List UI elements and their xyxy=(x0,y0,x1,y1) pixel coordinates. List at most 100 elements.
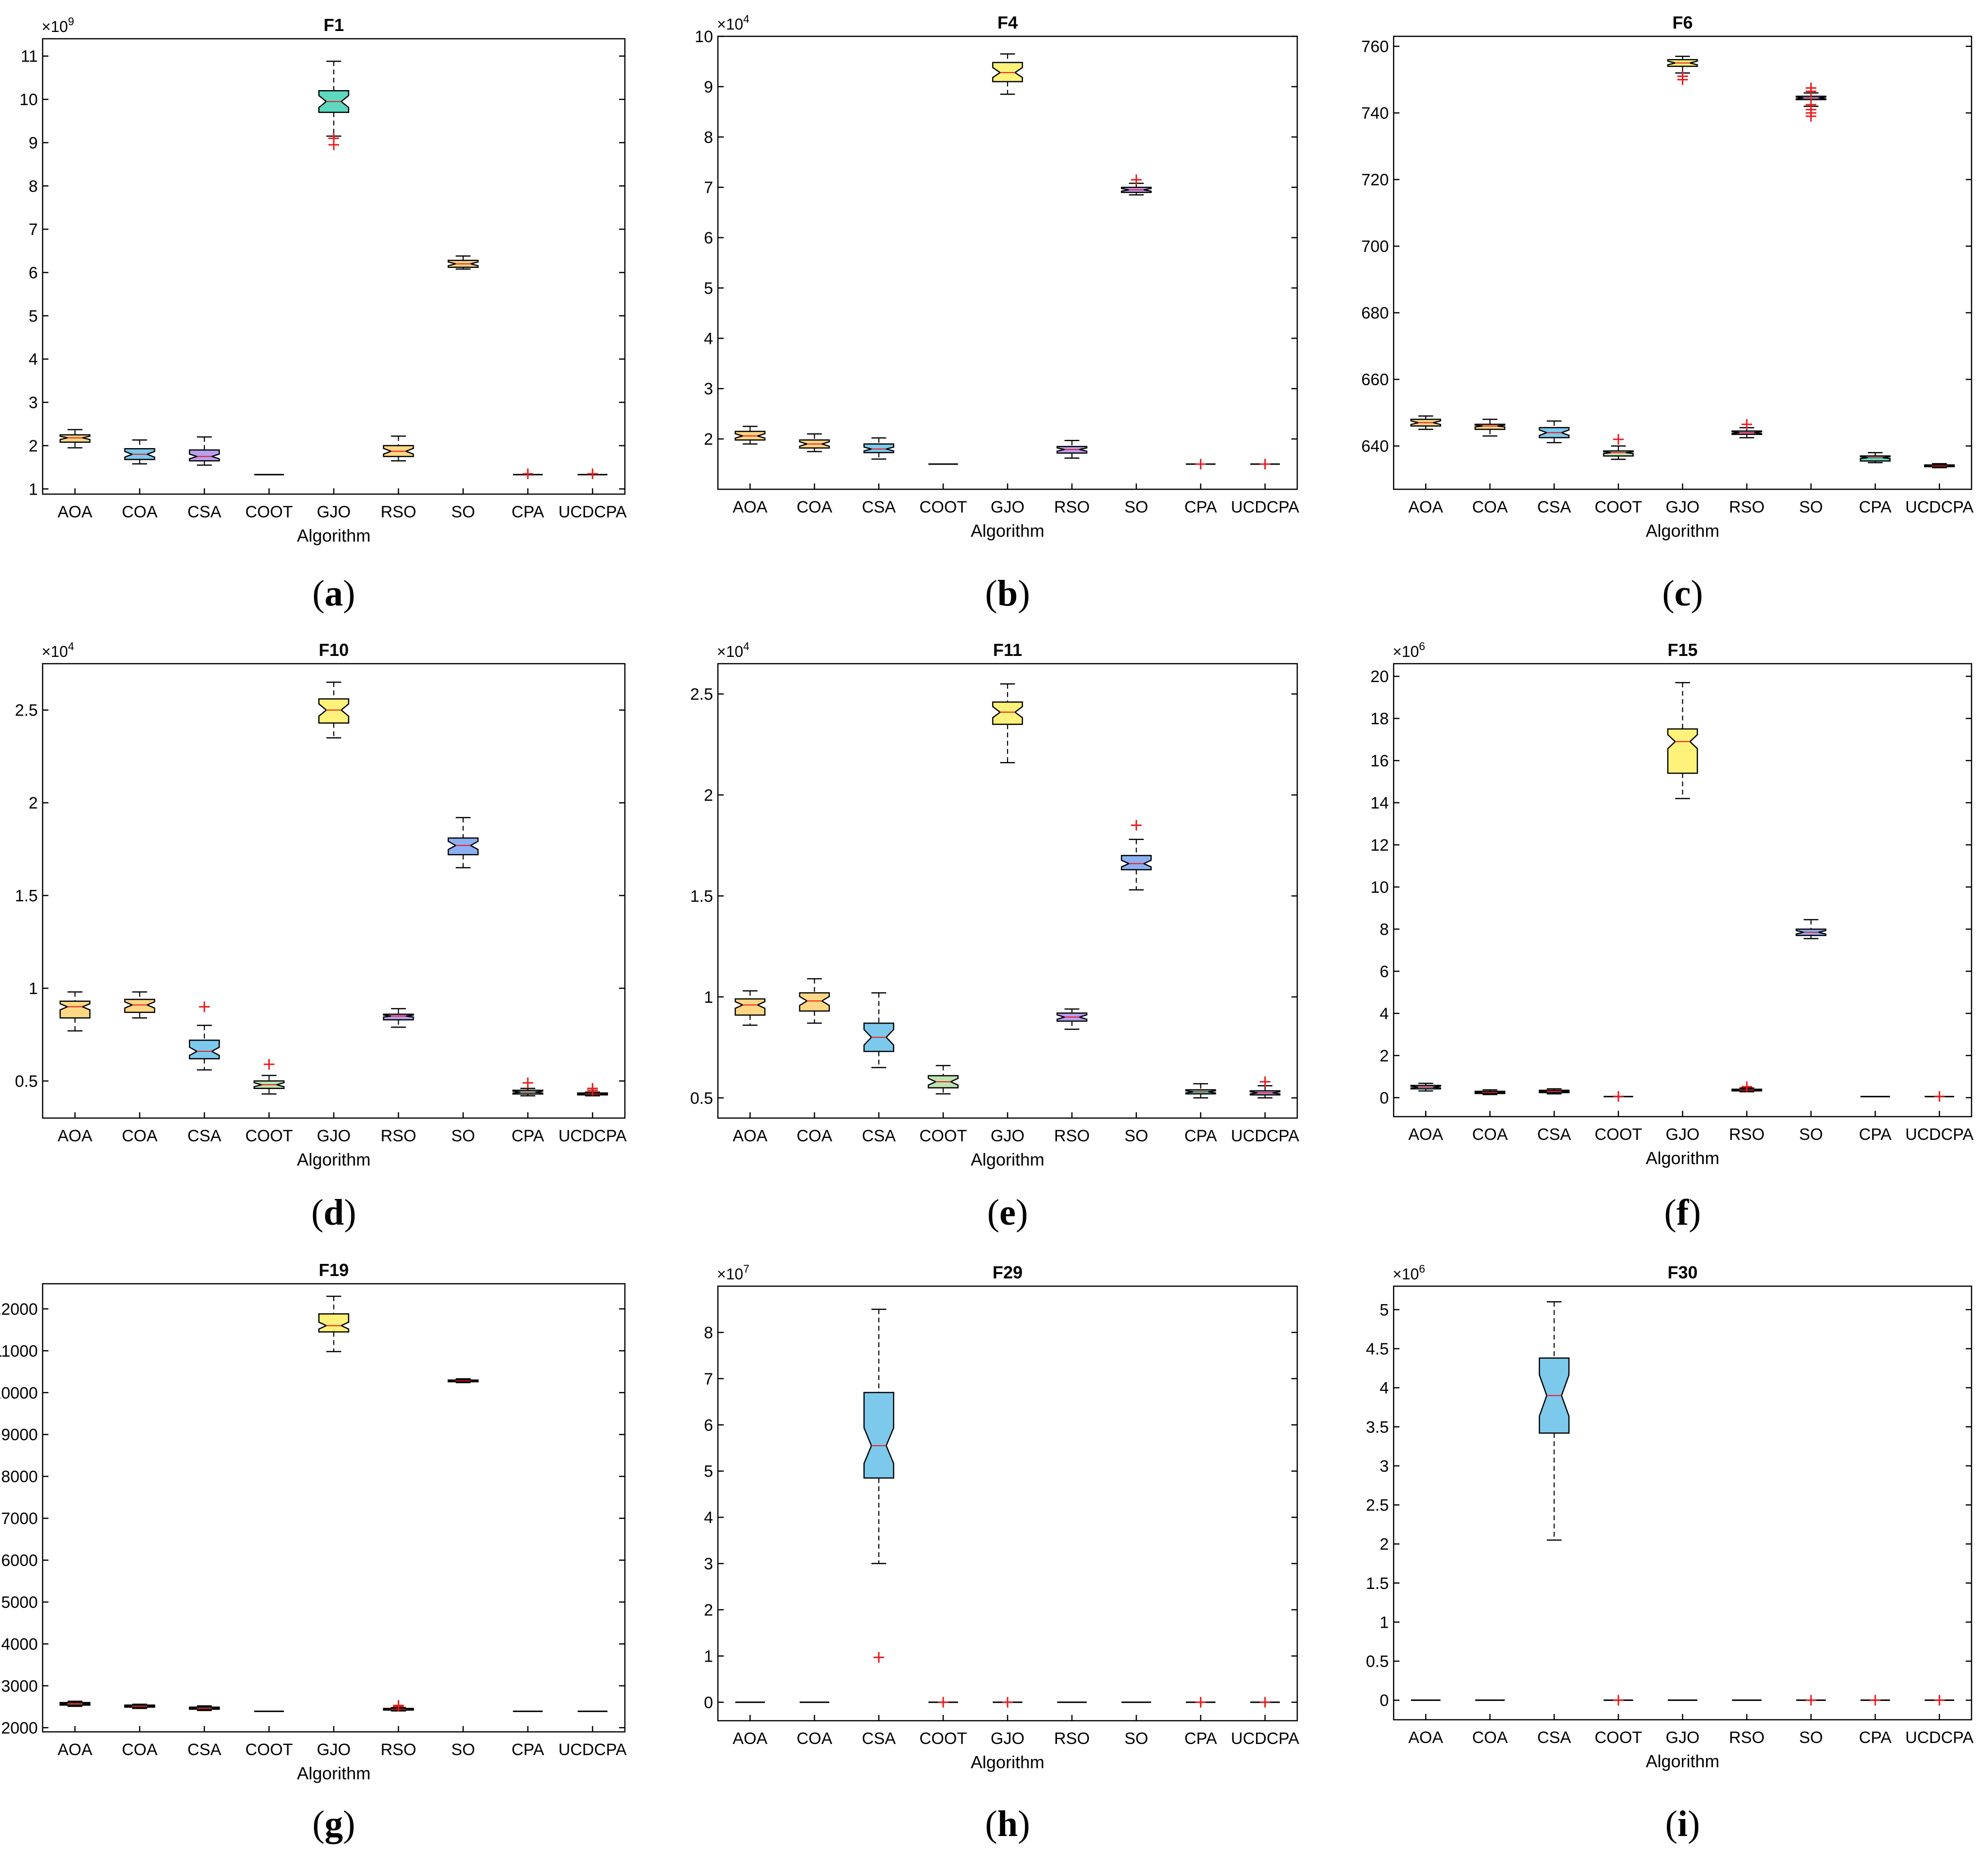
x-tick-label: COA xyxy=(122,1741,157,1759)
x-tick-label: UCDCPA xyxy=(559,1127,627,1145)
x-tick-label: COOT xyxy=(245,1741,293,1759)
box-csa xyxy=(1538,1301,1570,1541)
box-aoa xyxy=(59,991,91,1032)
box-coa xyxy=(124,991,155,1019)
outlier-marker xyxy=(328,133,339,144)
y-tick-label: 6 xyxy=(704,229,713,248)
x-tick-label: SO xyxy=(451,503,475,521)
y-tick-label: 4 xyxy=(1380,1005,1389,1023)
box-gjo xyxy=(993,1696,1023,1708)
x-tick-label: UCDCPA xyxy=(1905,1125,1973,1144)
box-body xyxy=(318,698,349,724)
box-body xyxy=(863,443,895,453)
panel-title: F1 xyxy=(324,15,344,35)
y-tick-label: 8 xyxy=(704,128,713,147)
x-tick-label: COA xyxy=(796,1127,832,1145)
box-aoa xyxy=(1410,1083,1442,1092)
x-axis-label: Algorithm xyxy=(971,521,1044,541)
box-body xyxy=(734,998,766,1016)
panel-title: F10 xyxy=(319,640,349,660)
x-tick-label: COOT xyxy=(1595,498,1642,516)
x-tick-label: CPA xyxy=(512,1741,544,1759)
x-axis-label: Algorithm xyxy=(297,1150,371,1169)
y-tick-label: 2 xyxy=(704,430,713,449)
x-tick-label: COOT xyxy=(919,1127,967,1145)
outlier-marker xyxy=(1131,174,1142,186)
y-tick-label: 640 xyxy=(1361,437,1389,456)
y-tick-label: 7000 xyxy=(1,1510,38,1528)
y-tick-label: 6 xyxy=(704,1416,713,1434)
outlier-marker xyxy=(587,1083,598,1094)
x-tick-label: COA xyxy=(122,503,157,521)
box-cpa xyxy=(1860,1695,1890,1706)
box-coot xyxy=(253,1058,285,1095)
y-tick-label: 4 xyxy=(704,1509,713,1527)
panel-label: (g) xyxy=(312,1804,356,1844)
y-tick-label: 2 xyxy=(1380,1535,1389,1554)
plot-area-frame xyxy=(1393,1285,1972,1721)
y-tick-label: 0 xyxy=(704,1694,713,1712)
box-cpa xyxy=(1185,1083,1216,1099)
box-ucdcpa xyxy=(1250,1696,1280,1708)
y-tick-label: 9 xyxy=(704,78,713,96)
box-coa xyxy=(1475,1089,1506,1095)
box-body xyxy=(59,434,91,443)
box-so xyxy=(1796,1695,1826,1706)
x-axis-label: Algorithm xyxy=(971,1150,1044,1169)
x-tick-label: SO xyxy=(451,1127,475,1145)
outlier-marker xyxy=(1131,820,1142,831)
box-so xyxy=(1795,919,1827,939)
box-body xyxy=(188,1039,220,1059)
y-tick-label: 1 xyxy=(704,1647,713,1665)
panel-label: (b) xyxy=(985,573,1030,614)
x-tick-label: AOA xyxy=(58,1127,93,1145)
x-tick-label: RSO xyxy=(1729,498,1765,516)
y-tick-label: 1 xyxy=(704,988,713,1007)
outlier-marker xyxy=(522,1077,533,1089)
x-tick-label: RSO xyxy=(381,1741,417,1759)
panel-g: 2000 3000 4000 5000 6000 7000 8000 9000 10000 110… xyxy=(0,1260,627,1844)
y-tick-label: 3 xyxy=(704,1555,713,1573)
y-tick-label: 3 xyxy=(704,380,713,398)
y-tick-label: 3000 xyxy=(1,1677,38,1696)
panel-title: F30 xyxy=(1667,1262,1697,1282)
y-tick-label: 3 xyxy=(29,394,38,412)
x-tick-label: CPA xyxy=(512,1127,544,1145)
box-csa xyxy=(863,992,895,1069)
x-tick-label: UCDCPA xyxy=(1905,1728,1973,1747)
x-tick-label: CSA xyxy=(862,1127,896,1145)
box-rso xyxy=(1731,419,1762,438)
box-ucdcpa xyxy=(577,1083,608,1097)
y-tick-label: 6 xyxy=(29,264,38,282)
box-cpa xyxy=(513,468,543,480)
plot-area-frame xyxy=(717,663,1298,1119)
y-tick-label: 10 xyxy=(1370,878,1389,897)
x-tick-label: RSO xyxy=(1054,1729,1090,1748)
y-tick-label: 760 xyxy=(1361,38,1389,56)
box-body xyxy=(992,701,1023,725)
box-gjo xyxy=(992,53,1023,95)
outlier-marker xyxy=(873,1652,885,1663)
outlier-marker xyxy=(1613,434,1624,445)
y-tick-label: 3 xyxy=(1380,1457,1389,1476)
box-so xyxy=(1795,82,1827,122)
box-csa xyxy=(863,437,895,460)
x-tick-label: RSO xyxy=(1729,1728,1765,1747)
box-rso xyxy=(1731,1081,1762,1092)
box-coot xyxy=(928,1065,959,1095)
box-ucdcpa xyxy=(1924,463,1955,468)
y-tick-label: 8000 xyxy=(1,1468,38,1486)
box-body xyxy=(124,998,155,1013)
box-body xyxy=(799,992,830,1012)
y-tick-label: 2.5 xyxy=(15,701,38,720)
panel-title: F29 xyxy=(993,1262,1023,1282)
y-tick-label: 1 xyxy=(1380,1613,1389,1632)
x-tick-label: RSO xyxy=(1729,1125,1765,1144)
x-tick-label: CSA xyxy=(1537,1728,1571,1747)
box-coot xyxy=(928,1696,958,1708)
panel-label: (c) xyxy=(1662,573,1703,614)
panel-title: F6 xyxy=(1672,13,1693,32)
y-tick-label: 680 xyxy=(1361,304,1389,323)
box-rso xyxy=(1056,1008,1087,1030)
